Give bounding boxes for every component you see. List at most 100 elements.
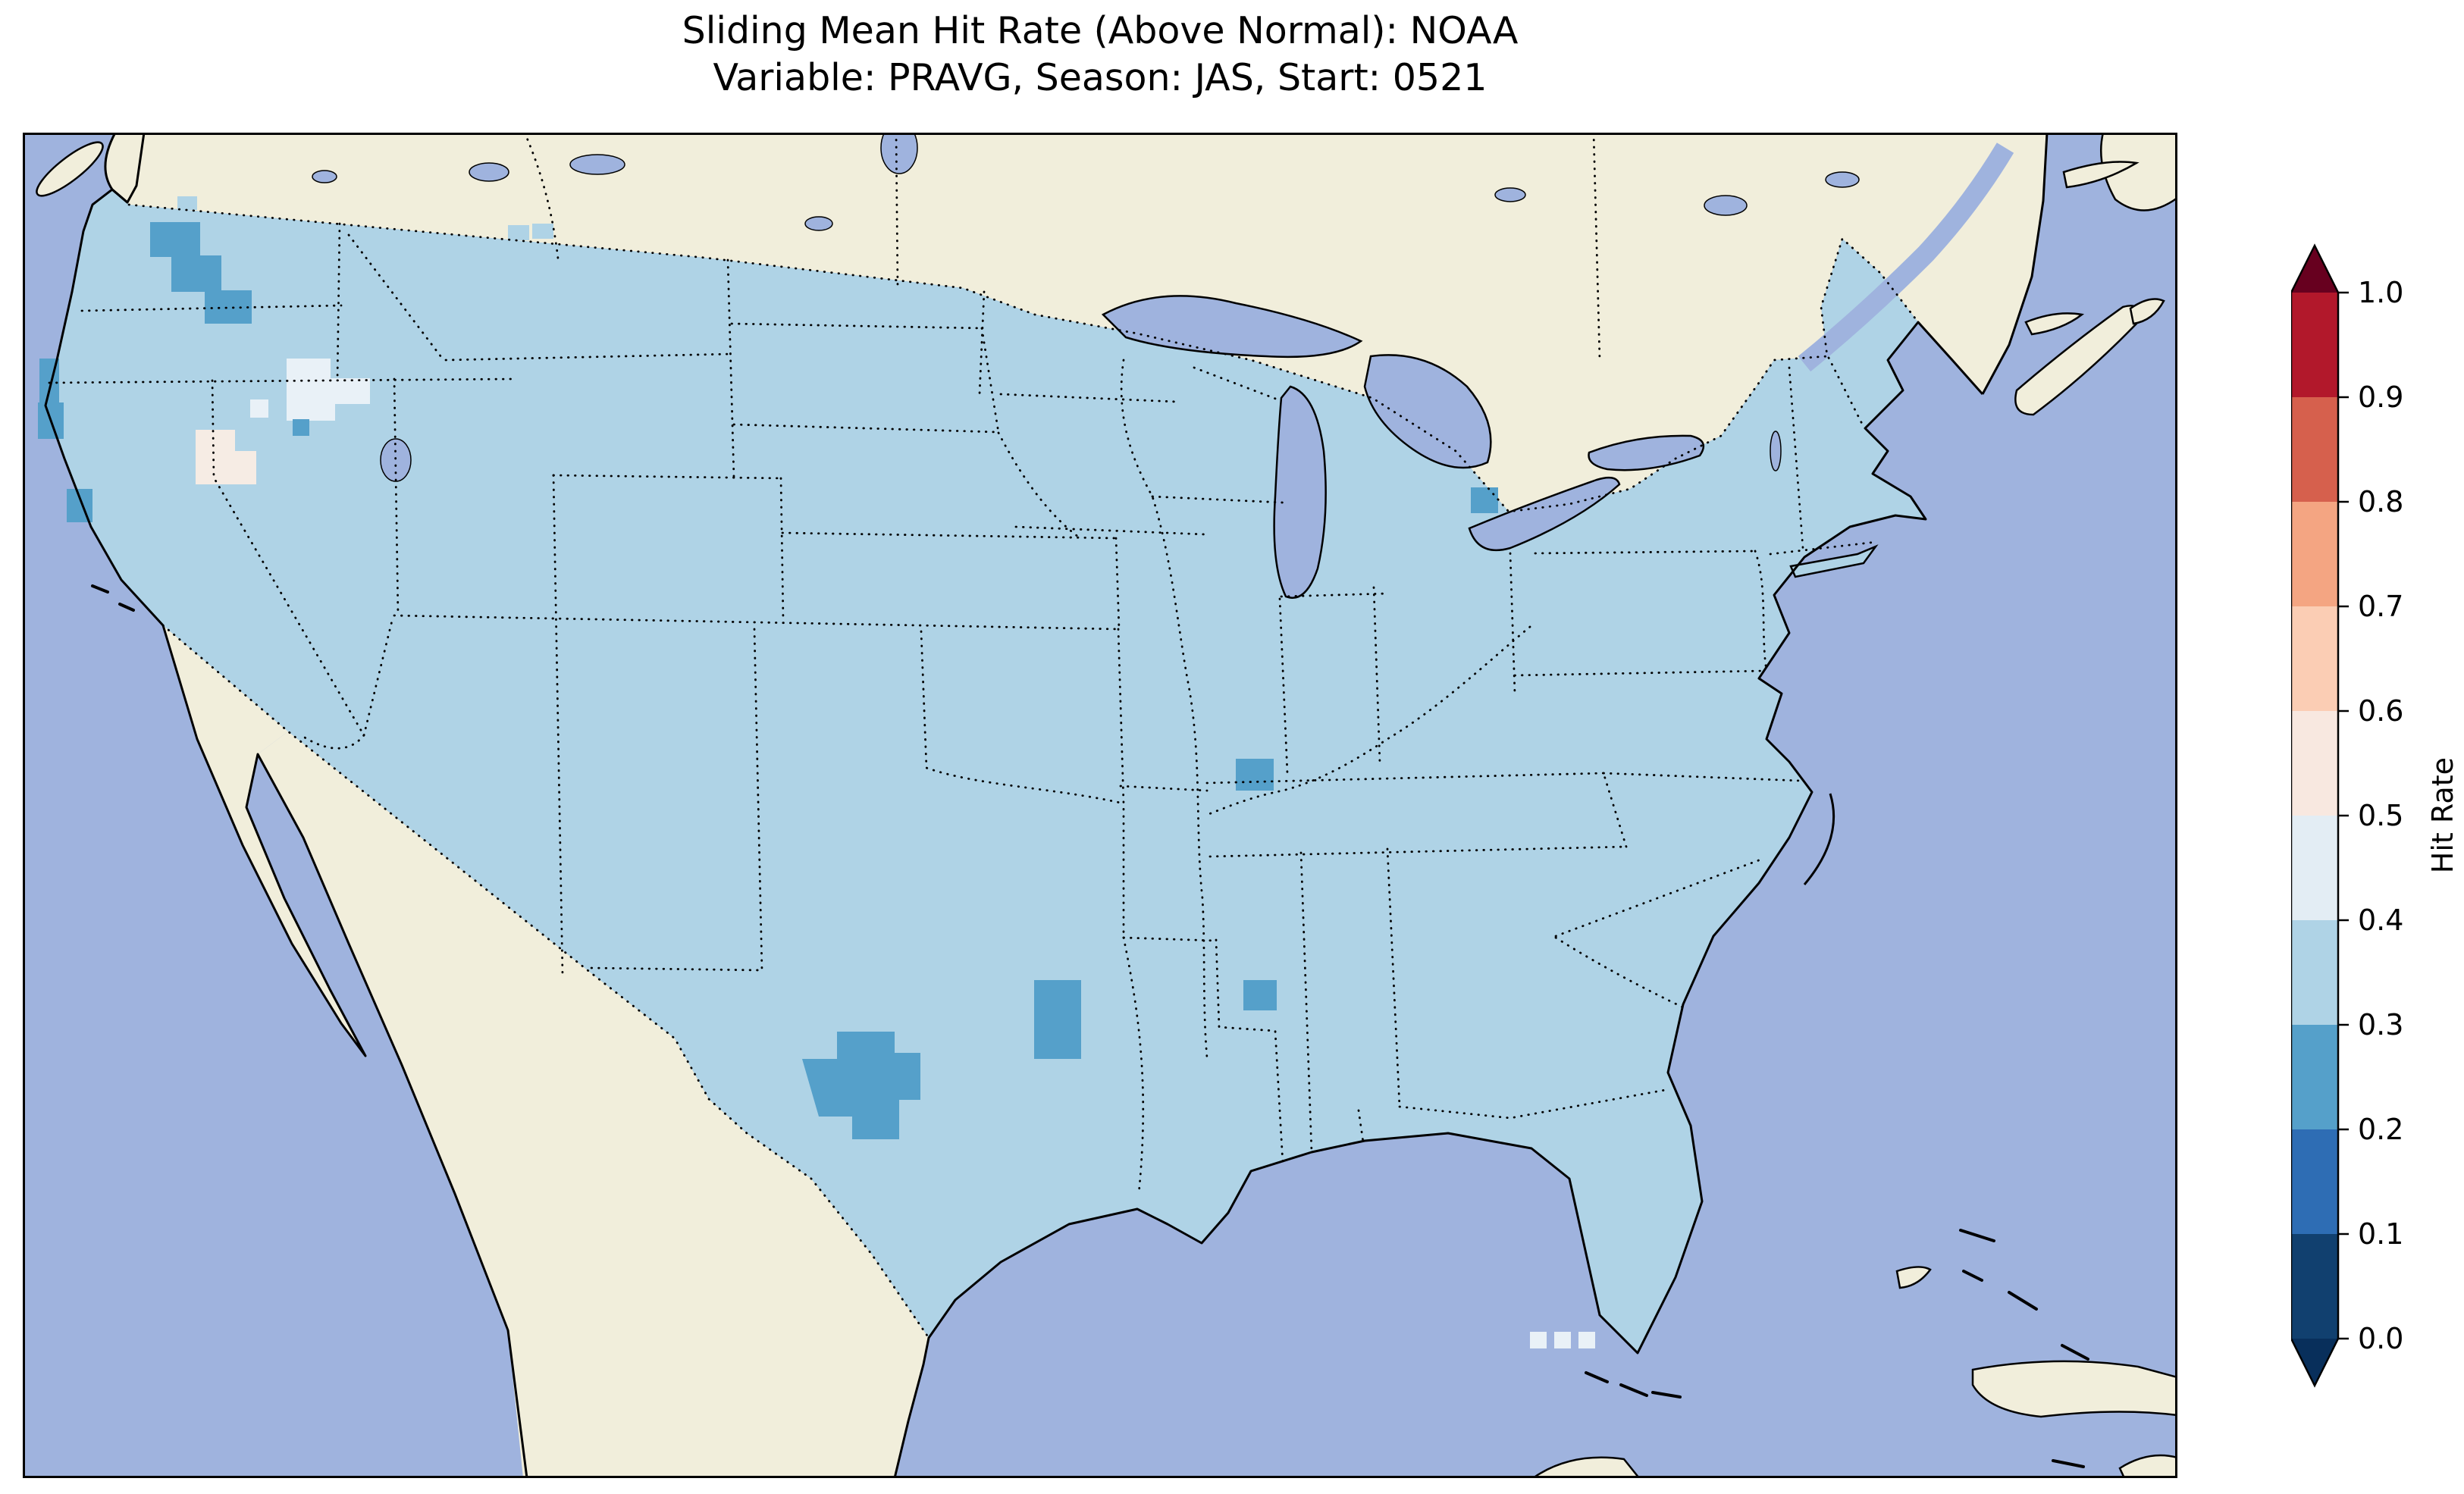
bahamas-dash xyxy=(1959,1229,1995,1242)
data-cell xyxy=(1236,759,1274,791)
colorbar-band xyxy=(2291,1129,2338,1234)
state-border-line xyxy=(1120,359,1208,1059)
colorbar-extend-bottom xyxy=(2291,1339,2338,1386)
state-border-line xyxy=(1754,550,1768,672)
colorbar-band xyxy=(2291,397,2338,502)
map-shape xyxy=(469,162,509,182)
anticosti-island xyxy=(2062,161,2140,189)
data-cell xyxy=(1471,487,1498,513)
colorbar-tick-label: 0.2 xyxy=(2358,1113,2404,1146)
title-line-1: Sliding Mean Hit Rate (Above Normal): NO… xyxy=(682,9,1519,52)
coastlines xyxy=(44,133,2049,1478)
lake-champlain xyxy=(1770,431,1782,471)
state-border-line xyxy=(1513,669,1766,677)
state-border-line xyxy=(211,379,365,737)
colorbar-label: Hit Rate xyxy=(2426,757,2459,874)
data-cell xyxy=(293,419,309,436)
pacific-coast xyxy=(44,133,528,1478)
colorbar-band xyxy=(2291,1234,2338,1339)
state-borders xyxy=(48,133,1878,1195)
great-lakes xyxy=(1101,295,1705,599)
cape-breton-island xyxy=(2129,298,2165,325)
atlantic-gulf-coast xyxy=(893,321,1984,1478)
state-border-line xyxy=(1299,851,1313,1154)
hispaniola xyxy=(2118,1454,2177,1478)
state-border-line xyxy=(336,222,341,382)
state-border-line xyxy=(1372,586,1381,765)
state-border-line xyxy=(1215,938,1284,1165)
state-border-line xyxy=(362,616,394,737)
small-lakes xyxy=(312,133,1860,482)
colorbar-tick-label: 0.1 xyxy=(2358,1217,2404,1251)
andros-island xyxy=(1895,1266,1932,1289)
bahamas-dash xyxy=(2061,1344,2089,1361)
state-border-line xyxy=(1117,628,1125,939)
figure-title: Sliding Mean Hit Rate (Above Normal): NO… xyxy=(23,8,2177,102)
colorbar-tick-marks xyxy=(2338,291,2349,1340)
western-nevada-white-patch xyxy=(196,430,256,484)
state-border-line xyxy=(1151,495,1284,504)
state-border-line xyxy=(726,258,735,479)
colorbar-tick-label: 0.7 xyxy=(2358,590,2404,623)
state-border-line xyxy=(1386,847,1401,1108)
cuba xyxy=(1971,1360,2177,1418)
state-border-line xyxy=(1398,1088,1671,1120)
colorbar-tick-label: 0.4 xyxy=(2358,904,2404,937)
colorbar-extend-top xyxy=(2291,246,2338,293)
lake-erie xyxy=(1468,476,1621,552)
lake-huron xyxy=(1363,354,1492,469)
state-border-line xyxy=(1554,936,1686,1010)
state-border-line xyxy=(1014,525,1207,536)
us-data-field xyxy=(45,189,1926,1353)
colorbar-band xyxy=(2291,1025,2338,1129)
map-shape xyxy=(569,154,625,175)
colorbar-tick-label: 0.9 xyxy=(2358,381,2404,414)
title-line-2: Variable: PRAVG, Season: JAS, Start: 052… xyxy=(713,56,1487,99)
data-cell xyxy=(1578,1332,1595,1348)
map-shape xyxy=(532,224,553,239)
colorbar-band xyxy=(2291,606,2338,711)
map-shape xyxy=(804,216,833,231)
state-border-line xyxy=(552,474,784,480)
map-shape xyxy=(312,170,337,183)
country-borders xyxy=(127,203,1920,1339)
long-island xyxy=(1789,544,1879,578)
newfoundland xyxy=(2099,133,2177,211)
state-border-line xyxy=(730,322,983,330)
map xyxy=(23,133,2177,1478)
colorbar-tick-label: 1.0 xyxy=(2358,276,2404,309)
island-dashes xyxy=(91,584,2089,1468)
state-border-line xyxy=(552,474,564,977)
colorbar-tick-label: 0.8 xyxy=(2358,485,2404,518)
washington-low-patch xyxy=(150,222,252,324)
colorbar-svg xyxy=(2291,243,2349,1388)
state-border-line xyxy=(732,423,998,434)
colorbar-tick-label: 0.0 xyxy=(2358,1322,2404,1355)
state-border-line xyxy=(1119,785,1208,792)
mexico-landmass xyxy=(163,625,929,1478)
state-border-line xyxy=(48,377,513,384)
data-cell xyxy=(1554,1332,1571,1348)
lake-michigan xyxy=(1273,385,1327,599)
baja-peninsula xyxy=(163,625,365,1056)
colorbar: 1.0 0.9 0.8 0.7 0.6 0.5 0.4 0.3 0.2 0.1 0.0 Hit Ra… xyxy=(2291,243,2464,1398)
us-mexico-border xyxy=(161,624,930,1339)
state-border-line xyxy=(1278,597,1289,775)
data-cell xyxy=(67,489,92,522)
data-cell xyxy=(1530,1332,1547,1348)
state-border-line xyxy=(978,290,986,396)
lake-superior xyxy=(1101,295,1363,359)
state-border-line xyxy=(1602,772,1628,848)
state-border-line xyxy=(1554,857,1764,938)
nevada-utah-white-patch xyxy=(287,359,370,421)
colorbar-tick-label: 0.6 xyxy=(2358,694,2404,728)
prince-edward-island xyxy=(2024,312,2085,336)
state-border-line xyxy=(303,734,365,750)
state-border-line xyxy=(1205,772,1605,785)
state-border-line xyxy=(1534,550,1757,555)
florida-keys xyxy=(1585,1371,1682,1398)
gulf-st-lawrence-coast xyxy=(1981,133,2049,395)
state-border-line xyxy=(80,304,343,312)
state-border-line xyxy=(999,393,1178,403)
